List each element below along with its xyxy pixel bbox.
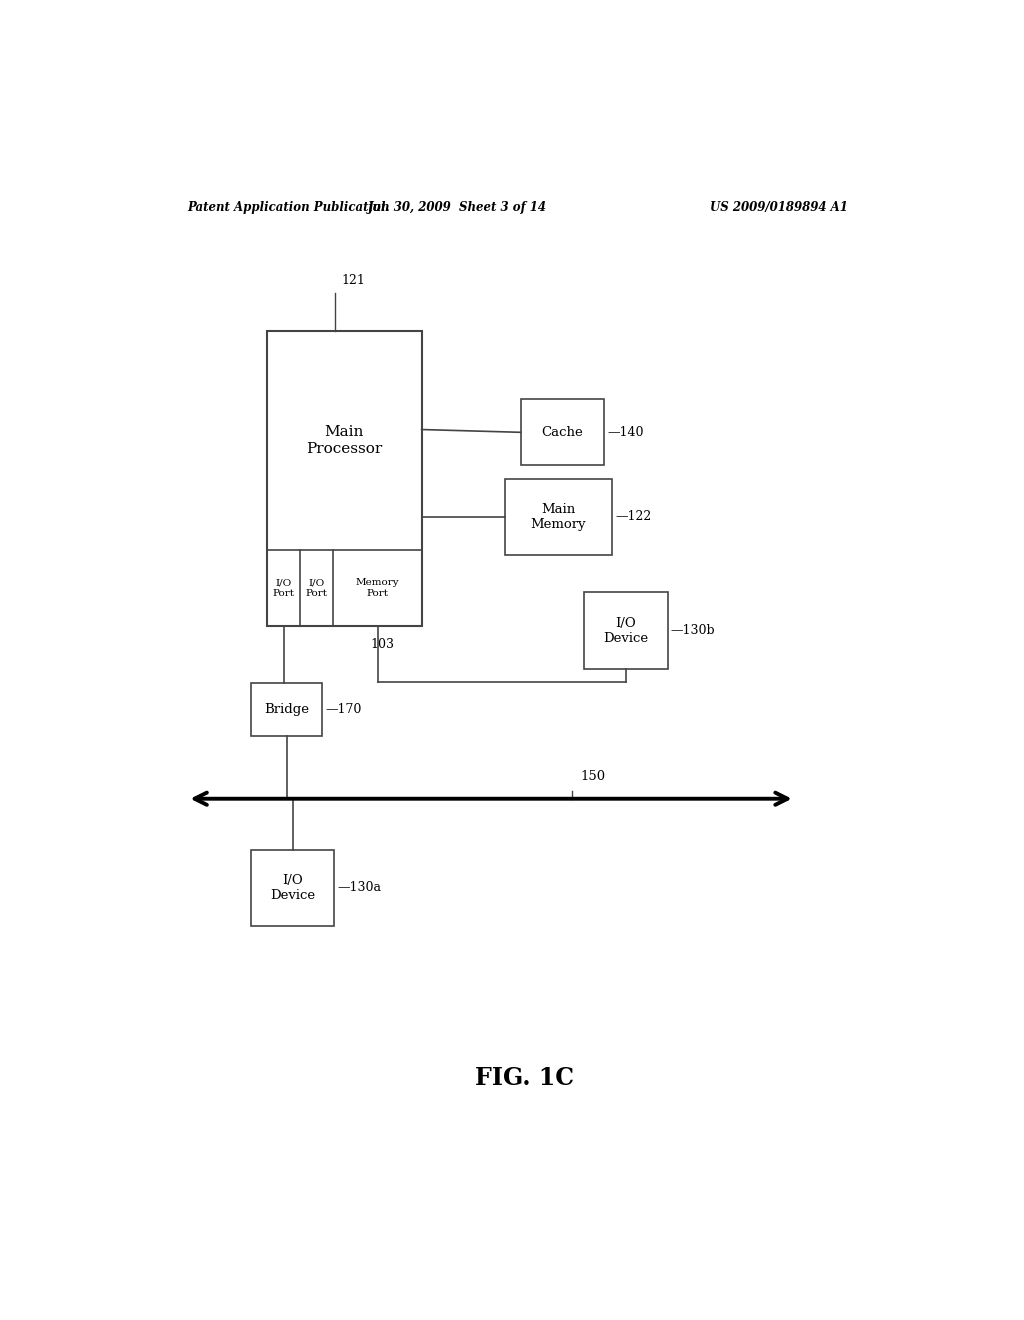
Text: I/O
Port: I/O Port [272,578,295,598]
Text: Bridge: Bridge [264,702,309,715]
Text: I/O
Port: I/O Port [306,578,328,598]
Bar [267,331,422,626]
Bar [251,682,323,735]
Text: US 2009/0189894 A1: US 2009/0189894 A1 [710,201,848,214]
Text: —170: —170 [326,702,361,715]
Text: Main
Memory: Main Memory [530,503,587,531]
Text: I/O
Device: I/O Device [270,874,315,902]
Text: —140: —140 [607,426,644,438]
Text: FIG. 1C: FIG. 1C [475,1067,574,1090]
Text: Memory
Port: Memory Port [355,578,399,598]
Text: —130a: —130a [338,882,382,894]
Text: Main
Processor: Main Processor [306,425,382,455]
Text: —122: —122 [615,511,651,523]
Text: 150: 150 [581,771,605,784]
Bar [585,593,668,669]
Text: I/O
Device: I/O Device [603,616,648,644]
Bar [505,479,612,554]
Text: —130b: —130b [671,624,716,638]
Text: Patent Application Publication: Patent Application Publication [187,201,390,214]
Bar [521,399,604,466]
Bar [251,850,334,925]
Text: Jul. 30, 2009  Sheet 3 of 14: Jul. 30, 2009 Sheet 3 of 14 [368,201,547,214]
Text: 121: 121 [341,275,366,288]
Text: 103: 103 [371,638,395,651]
Text: Cache: Cache [542,426,584,438]
